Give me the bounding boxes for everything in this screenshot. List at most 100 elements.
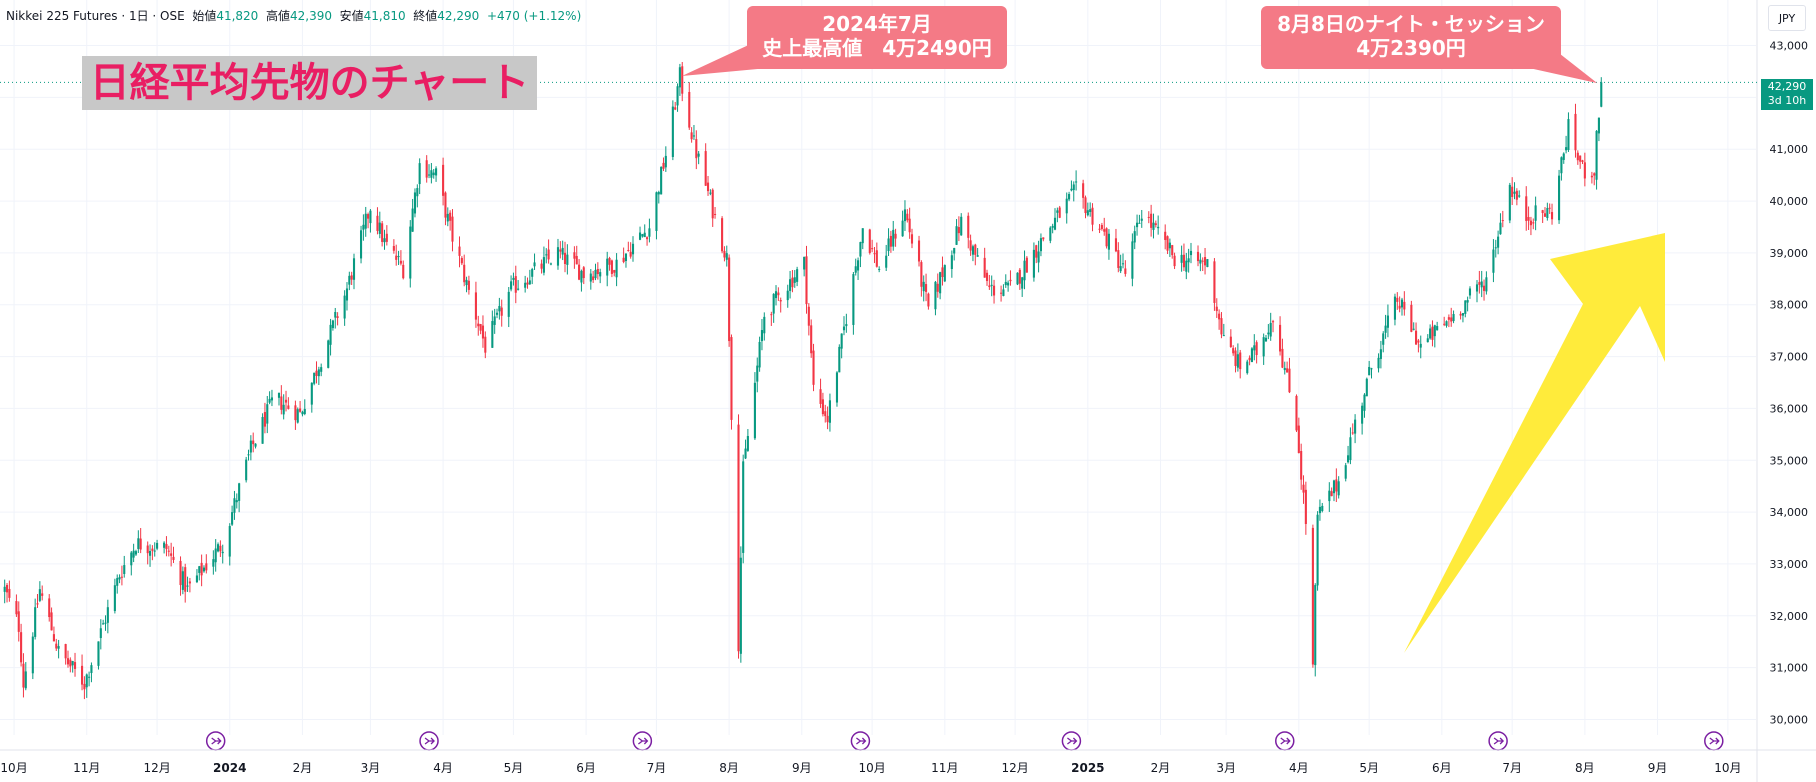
candle-body bbox=[399, 260, 402, 264]
candle-body bbox=[212, 559, 215, 567]
candle-body bbox=[1419, 343, 1422, 348]
candle-body bbox=[533, 262, 536, 267]
candle-body bbox=[1150, 213, 1153, 228]
candle-body bbox=[118, 577, 121, 580]
x-tick-label: 3月 bbox=[361, 761, 381, 775]
candle-body bbox=[1082, 183, 1085, 198]
candle-body bbox=[1485, 277, 1488, 292]
candle-body bbox=[137, 538, 140, 549]
candle-body bbox=[167, 550, 170, 552]
candle-body bbox=[744, 448, 747, 459]
candle-body bbox=[561, 247, 564, 255]
candle-body bbox=[1203, 257, 1207, 266]
candle-body bbox=[573, 252, 576, 259]
candle-body bbox=[852, 274, 855, 325]
candle-body bbox=[1009, 279, 1012, 282]
candle-body bbox=[892, 229, 895, 247]
candle-body bbox=[690, 132, 693, 140]
candle-body bbox=[148, 551, 152, 556]
candle-body bbox=[615, 259, 618, 278]
candle-body bbox=[610, 260, 613, 274]
candle-body bbox=[1562, 153, 1565, 160]
candle-body bbox=[596, 268, 599, 275]
candle-body bbox=[320, 367, 323, 372]
currency-button[interactable]: JPY bbox=[1768, 5, 1806, 31]
x-tick-label: 6月 bbox=[1432, 761, 1452, 775]
candle-body bbox=[983, 257, 986, 278]
candle-body bbox=[1070, 188, 1073, 191]
candle-body bbox=[1173, 255, 1176, 267]
candle-body bbox=[835, 372, 839, 403]
event-icon bbox=[1061, 731, 1082, 751]
candle-body bbox=[99, 628, 102, 639]
candle-body bbox=[287, 405, 290, 409]
candle-body bbox=[943, 265, 946, 282]
candle-body bbox=[1295, 395, 1298, 431]
x-tick-label: 11月 bbox=[73, 761, 100, 775]
candle-body bbox=[1361, 405, 1364, 424]
candle-body bbox=[409, 226, 412, 279]
candle-body bbox=[589, 273, 592, 282]
last-price-value: 42,290 bbox=[1767, 80, 1807, 93]
candle-body bbox=[1288, 368, 1291, 393]
candle-body bbox=[1576, 152, 1579, 161]
y-tick-label: 30,000 bbox=[1770, 713, 1809, 726]
candle-body bbox=[1321, 505, 1324, 511]
symbol-header[interactable]: Nikkei 225 Futures · 1日 · OSE 始値41,820 高… bbox=[6, 7, 581, 24]
candle-body bbox=[57, 646, 60, 649]
candle-body bbox=[662, 162, 665, 169]
candle-body bbox=[1433, 325, 1436, 337]
candle-body bbox=[660, 166, 663, 195]
candle-body bbox=[1304, 489, 1307, 525]
candle-body bbox=[1567, 119, 1570, 151]
symbol-name[interactable]: Nikkei 225 Futures · 1日 · OSE bbox=[6, 9, 185, 23]
candle-body bbox=[1316, 514, 1319, 586]
candle-body bbox=[50, 612, 53, 631]
candle-body bbox=[547, 249, 550, 260]
candle-body bbox=[1302, 484, 1305, 493]
candle-body bbox=[721, 218, 724, 252]
candle-body bbox=[266, 404, 269, 424]
candle-body bbox=[1300, 451, 1303, 480]
candle-body bbox=[202, 567, 206, 572]
event-markers bbox=[205, 731, 1724, 751]
candle-body bbox=[85, 674, 88, 688]
close-value: 42,290 bbox=[437, 9, 480, 23]
candle-body bbox=[857, 260, 860, 271]
event-icon bbox=[1275, 731, 1295, 751]
candle-body bbox=[301, 411, 304, 415]
low-value: 41,810 bbox=[363, 9, 406, 23]
candle-body bbox=[1541, 210, 1544, 214]
candle-body bbox=[1236, 354, 1239, 368]
candle-body bbox=[643, 232, 646, 238]
candle-body bbox=[113, 585, 116, 612]
candle-body bbox=[432, 172, 435, 176]
candle-body bbox=[1269, 322, 1272, 337]
candle-body bbox=[1494, 247, 1497, 249]
event-icon bbox=[419, 731, 439, 751]
candle-body bbox=[613, 269, 616, 273]
candle-body bbox=[282, 404, 285, 415]
candle-body bbox=[1072, 184, 1075, 191]
candle-body bbox=[498, 305, 501, 312]
candle-body bbox=[1525, 196, 1528, 221]
candle-body bbox=[1196, 251, 1200, 262]
candle-body bbox=[235, 500, 238, 503]
candle-body bbox=[1330, 491, 1333, 497]
candle-body bbox=[908, 218, 911, 233]
candle-body bbox=[106, 607, 109, 623]
candle-body bbox=[1025, 257, 1028, 273]
x-tick-label: 9月 bbox=[1648, 761, 1668, 775]
candle-body bbox=[1262, 337, 1265, 357]
candle-body bbox=[1379, 349, 1382, 359]
candle-body bbox=[418, 163, 421, 185]
candle-body bbox=[1513, 191, 1516, 194]
candle-body bbox=[1518, 195, 1521, 197]
candle-body bbox=[156, 542, 159, 549]
candle-body bbox=[484, 336, 487, 353]
candle-body bbox=[556, 247, 560, 266]
candle-body bbox=[1185, 260, 1188, 272]
candle-body bbox=[1058, 207, 1061, 218]
candle-body bbox=[545, 254, 548, 256]
